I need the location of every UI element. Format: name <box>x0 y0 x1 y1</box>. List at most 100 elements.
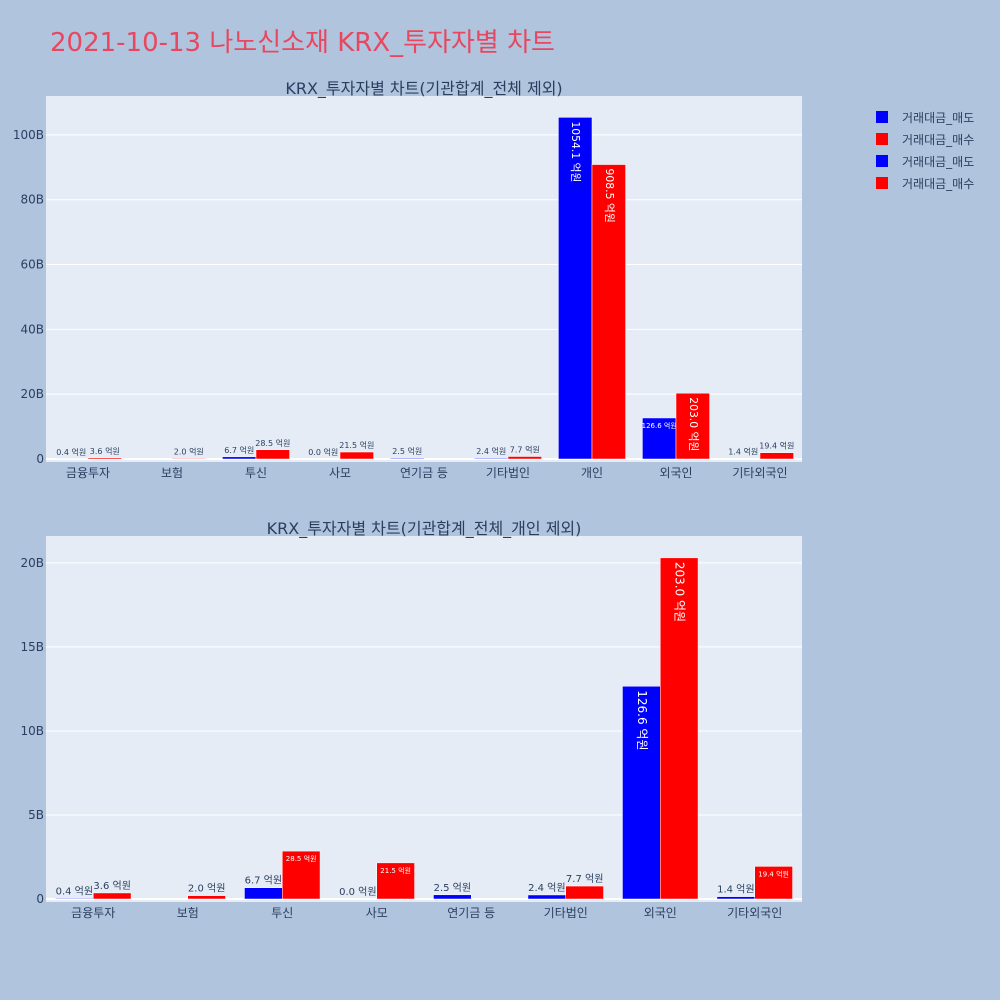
data-label: 908.5 억원 <box>603 169 616 223</box>
bar-sell[interactable] <box>55 898 94 900</box>
chart-1: 0 20B 40B 60B 80B 100B KRX_투자자별 차트(기관합계_전체 제외)… <box>13 79 802 480</box>
y-tick-label: 0 <box>36 892 44 906</box>
x-tick-label: 금융투자 <box>66 466 110 480</box>
data-label: 21.5 억원 <box>339 440 374 450</box>
y-tick-label: 80B <box>20 193 44 207</box>
bar-sell[interactable] <box>390 457 425 460</box>
bar-sell[interactable] <box>222 456 257 460</box>
legend-item-buy-2[interactable]: 거래대금_매수 <box>876 172 974 194</box>
data-label: 0.0 억원 <box>308 447 338 457</box>
legend-label-sell-2: 거래대금_매도 <box>902 154 975 169</box>
bar-buy[interactable] <box>282 850 321 900</box>
chart-2: 0 5B 10B 15B 20B KRX_투자자별 차트(기관합계_전체_개인 제외) 금융… <box>20 519 802 920</box>
chart-title: KRX_투자자별 차트(기관합계_전체 제외) <box>285 79 562 99</box>
data-label: 7.7 억원 <box>566 873 603 885</box>
legend-swatch-buy-1 <box>876 133 888 145</box>
data-label: 1.4 억원 <box>728 447 758 457</box>
x-tick-label: 기타외국인 <box>727 906 782 920</box>
page-title: 2021-10-13 나노신소재 KRX_투자자별 차트 <box>50 28 555 58</box>
bar-buy[interactable] <box>565 885 604 900</box>
data-label: 7.7 억원 <box>510 445 540 455</box>
data-label: 2.5 억원 <box>392 446 422 456</box>
y-tick-label: 60B <box>20 258 44 272</box>
y-tick-label: 15B <box>20 640 44 654</box>
bar-sell[interactable] <box>527 894 567 900</box>
data-label: 1.4 억원 <box>717 884 754 896</box>
legend-swatch-buy-2 <box>876 177 888 189</box>
data-label: 3.6 억원 <box>93 880 130 892</box>
bar-sell[interactable] <box>642 417 677 460</box>
data-label: 126.6 억원 <box>635 690 649 750</box>
bar-buy[interactable] <box>660 557 699 900</box>
data-label: 0.4 억원 <box>56 447 86 457</box>
data-label: 6.7 억원 <box>224 445 254 455</box>
chart-title: KRX_투자자별 차트(기관합계_전체_개인 제외) <box>267 519 582 539</box>
legend[interactable]: 거래대금_매도 거래대금_매수 거래대금_매도 거래대금_매수 <box>876 106 974 194</box>
y-tick-label: 100B <box>13 128 44 142</box>
x-tick-label: 기타법인 <box>486 466 530 480</box>
legend-swatch-sell-2 <box>876 155 888 167</box>
bar-buy[interactable] <box>93 892 132 900</box>
x-tick-label: 금융투자 <box>71 906 115 920</box>
x-tick-label: 기타외국인 <box>732 466 787 480</box>
data-label: 21.5 억원 <box>380 866 411 875</box>
data-label: 0.4 억원 <box>56 885 93 897</box>
data-label: 0.0 억원 <box>339 886 376 898</box>
bar-buy[interactable] <box>376 862 415 900</box>
data-label: 28.5 억원 <box>286 854 317 863</box>
bar-buy[interactable] <box>171 458 206 460</box>
bar-buy[interactable] <box>507 456 542 460</box>
bar-buy[interactable] <box>754 866 793 900</box>
data-label: 2.0 억원 <box>174 446 204 456</box>
bar-buy[interactable] <box>591 164 626 460</box>
x-tick-label: 외국인 <box>659 466 692 480</box>
data-label: 19.4 억원 <box>759 441 794 451</box>
bar-buy[interactable] <box>187 895 226 900</box>
data-label: 203.0 억원 <box>673 562 687 622</box>
x-tick-label: 외국인 <box>644 906 677 920</box>
bar-sell[interactable] <box>558 117 593 460</box>
bar-sell[interactable] <box>433 894 472 900</box>
x-tick-label: 사모 <box>366 906 388 920</box>
y-tick-label: 40B <box>20 322 44 336</box>
x-tick-label: 투신 <box>245 466 267 480</box>
y-tick-label: 20B <box>20 556 44 570</box>
bar-sell[interactable] <box>622 685 661 900</box>
data-label: 2.4 억원 <box>476 446 506 456</box>
x-tick-label: 개인 <box>581 466 603 480</box>
legend-item-sell-1[interactable]: 거래대금_매도 <box>876 106 974 128</box>
bar-buy[interactable] <box>339 451 374 460</box>
legend-swatch-sell-1 <box>876 111 888 123</box>
y-tick-label: 5B <box>28 808 44 822</box>
x-tick-label: 사모 <box>329 466 351 480</box>
data-label: 2.5 억원 <box>434 882 471 894</box>
bar-buy[interactable] <box>87 457 122 460</box>
x-tick-label: 연기금 등 <box>447 906 495 920</box>
data-label: 28.5 억원 <box>255 438 290 448</box>
y-tick-label: 0 <box>36 452 44 466</box>
bar-sell[interactable] <box>716 896 756 900</box>
bar-sell[interactable] <box>244 887 283 900</box>
y-tick-label: 20B <box>20 387 44 401</box>
data-label: 126.6 억원 <box>642 421 677 430</box>
data-label: 19.4 억원 <box>758 869 789 878</box>
bar-buy[interactable] <box>675 392 710 460</box>
data-label: 2.4 억원 <box>528 882 565 894</box>
legend-item-sell-2[interactable]: 거래대금_매도 <box>876 150 974 172</box>
legend-label-sell-1: 거래대금_매도 <box>902 110 975 125</box>
data-label: 3.6 억원 <box>90 446 120 456</box>
y-tick-label: 10B <box>20 724 44 738</box>
bar-buy[interactable] <box>255 449 290 460</box>
legend-item-buy-1[interactable]: 거래대금_매수 <box>876 128 974 150</box>
bar-sell[interactable] <box>474 457 509 460</box>
x-tick-label: 기타법인 <box>544 906 588 920</box>
data-label: 2.0 억원 <box>188 883 225 895</box>
bar-buy[interactable] <box>759 452 794 460</box>
legend-label-buy-1: 거래대금_매수 <box>902 132 975 147</box>
data-label: 203.0 억원 <box>687 397 700 451</box>
data-label: 1054.1 억원 <box>569 121 582 182</box>
x-tick-label: 연기금 등 <box>400 466 448 480</box>
data-label: 6.7 억원 <box>245 875 282 887</box>
x-tick-label: 보험 <box>161 466 183 480</box>
